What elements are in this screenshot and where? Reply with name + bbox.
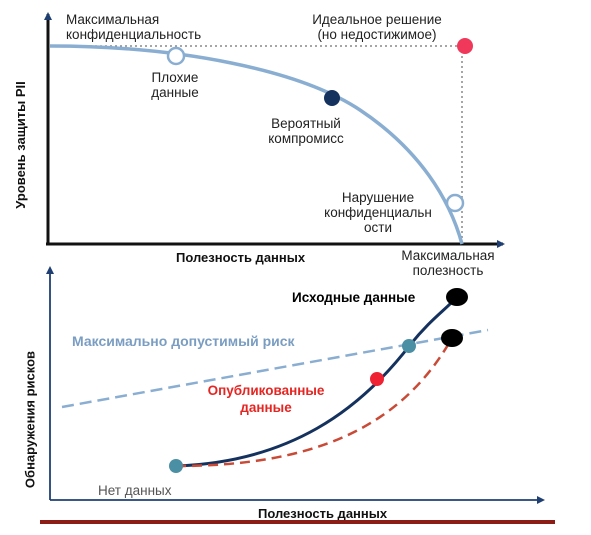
ideal-label-line2: (но недостижимое)	[317, 27, 437, 42]
max-privacy-label: Максимальная конфиденциальность	[66, 12, 202, 42]
max-risk-label: Максимально допустимый риск	[72, 333, 295, 349]
compromise-point	[324, 90, 340, 106]
privacy-violation-label: Нарушение конфиденциальн ости	[324, 190, 432, 235]
published-data-curve	[175, 337, 454, 468]
risk-crossing-point	[402, 339, 416, 353]
privacy-violation-point	[445, 193, 465, 213]
max-risk-line	[61, 328, 489, 409]
max-utility-label: Максимальная полезность	[401, 248, 495, 278]
published-point	[370, 372, 384, 386]
bad-data-label: Плохие данные	[151, 70, 199, 100]
source-data-point	[446, 288, 468, 306]
bad-data-point	[166, 46, 186, 66]
ideal-solution-point	[457, 38, 473, 54]
source-data-label: Исходные данные	[292, 290, 416, 305]
ideal-label: Идеальное решение (но недостижимое)	[296, 12, 458, 42]
bottom-x-axis-label: Полезность данных	[258, 506, 388, 521]
bottom-y-axis-label: Обнаружения рисков	[22, 350, 38, 489]
top-x-axis-label: Полезность данных	[176, 250, 306, 265]
top-y-axis-label: Уровень защиты PII	[13, 81, 28, 209]
no-data-point	[169, 459, 183, 473]
ideal-label-line1: Идеальное решение	[312, 12, 442, 27]
privacy-utility-curve	[49, 44, 464, 245]
bottom-accent-bar	[40, 520, 555, 524]
no-data-label: Нет данных	[98, 483, 172, 498]
published-label: Опубликованные данные	[207, 383, 325, 415]
compromise-label: Вероятный компромисс	[268, 116, 344, 146]
published-end-point	[441, 329, 463, 347]
